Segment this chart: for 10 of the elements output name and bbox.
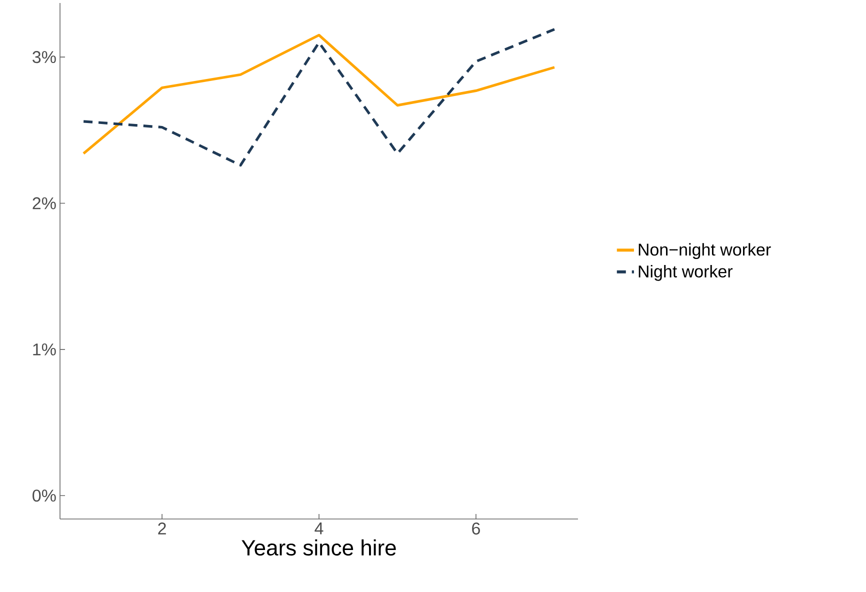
legend-label: Night worker xyxy=(638,265,733,281)
y-tick-label: 0% xyxy=(32,490,56,502)
x-tick-label: 6 xyxy=(472,522,480,535)
y-tick-label: 3% xyxy=(32,51,56,64)
x-tick-label: 4 xyxy=(314,522,324,534)
legend-label: Non−night worker xyxy=(638,243,771,260)
y-tick-label: 2% xyxy=(32,197,56,210)
y-tick-label: 1% xyxy=(33,343,56,356)
x-tick-label: 2 xyxy=(158,522,166,534)
x-axis-title: Years since hire xyxy=(242,539,396,556)
